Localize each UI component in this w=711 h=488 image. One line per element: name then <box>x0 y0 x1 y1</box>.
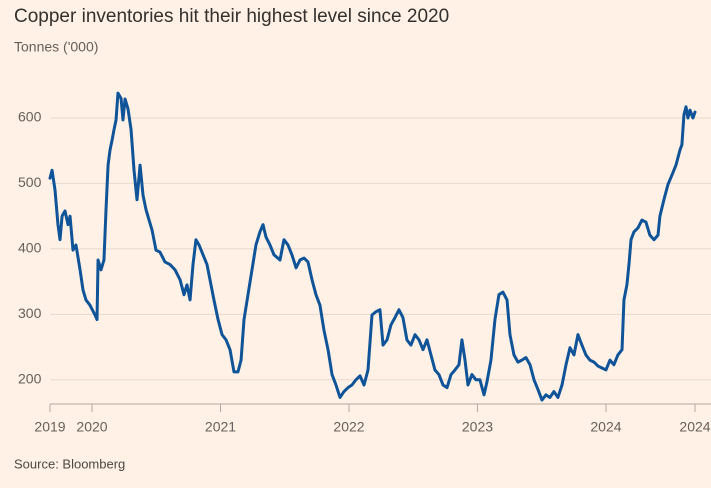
chart-subtitle: Tonnes ('000) <box>14 39 98 55</box>
x-tick-label: 2023 <box>462 419 493 435</box>
x-tick-label: 2024 <box>590 419 621 435</box>
y-tick-label: 200 <box>18 370 42 386</box>
chart-title: Copper inventories hit their highest lev… <box>14 6 449 27</box>
y-tick-label: 500 <box>18 174 42 190</box>
x-tick-label: 2022 <box>333 419 364 435</box>
y-tick-label: 600 <box>18 109 42 125</box>
source: Source: Bloomberg <box>14 456 125 471</box>
y-tick-label: 300 <box>18 305 42 321</box>
x-tick-label: 2021 <box>205 419 236 435</box>
y-tick-label: 400 <box>18 240 42 256</box>
x-tick-label: 2020 <box>76 419 107 435</box>
x-tick-label: 2024 <box>679 419 710 435</box>
data-line <box>48 91 697 402</box>
x-tick-label: 2019 <box>34 419 65 435</box>
